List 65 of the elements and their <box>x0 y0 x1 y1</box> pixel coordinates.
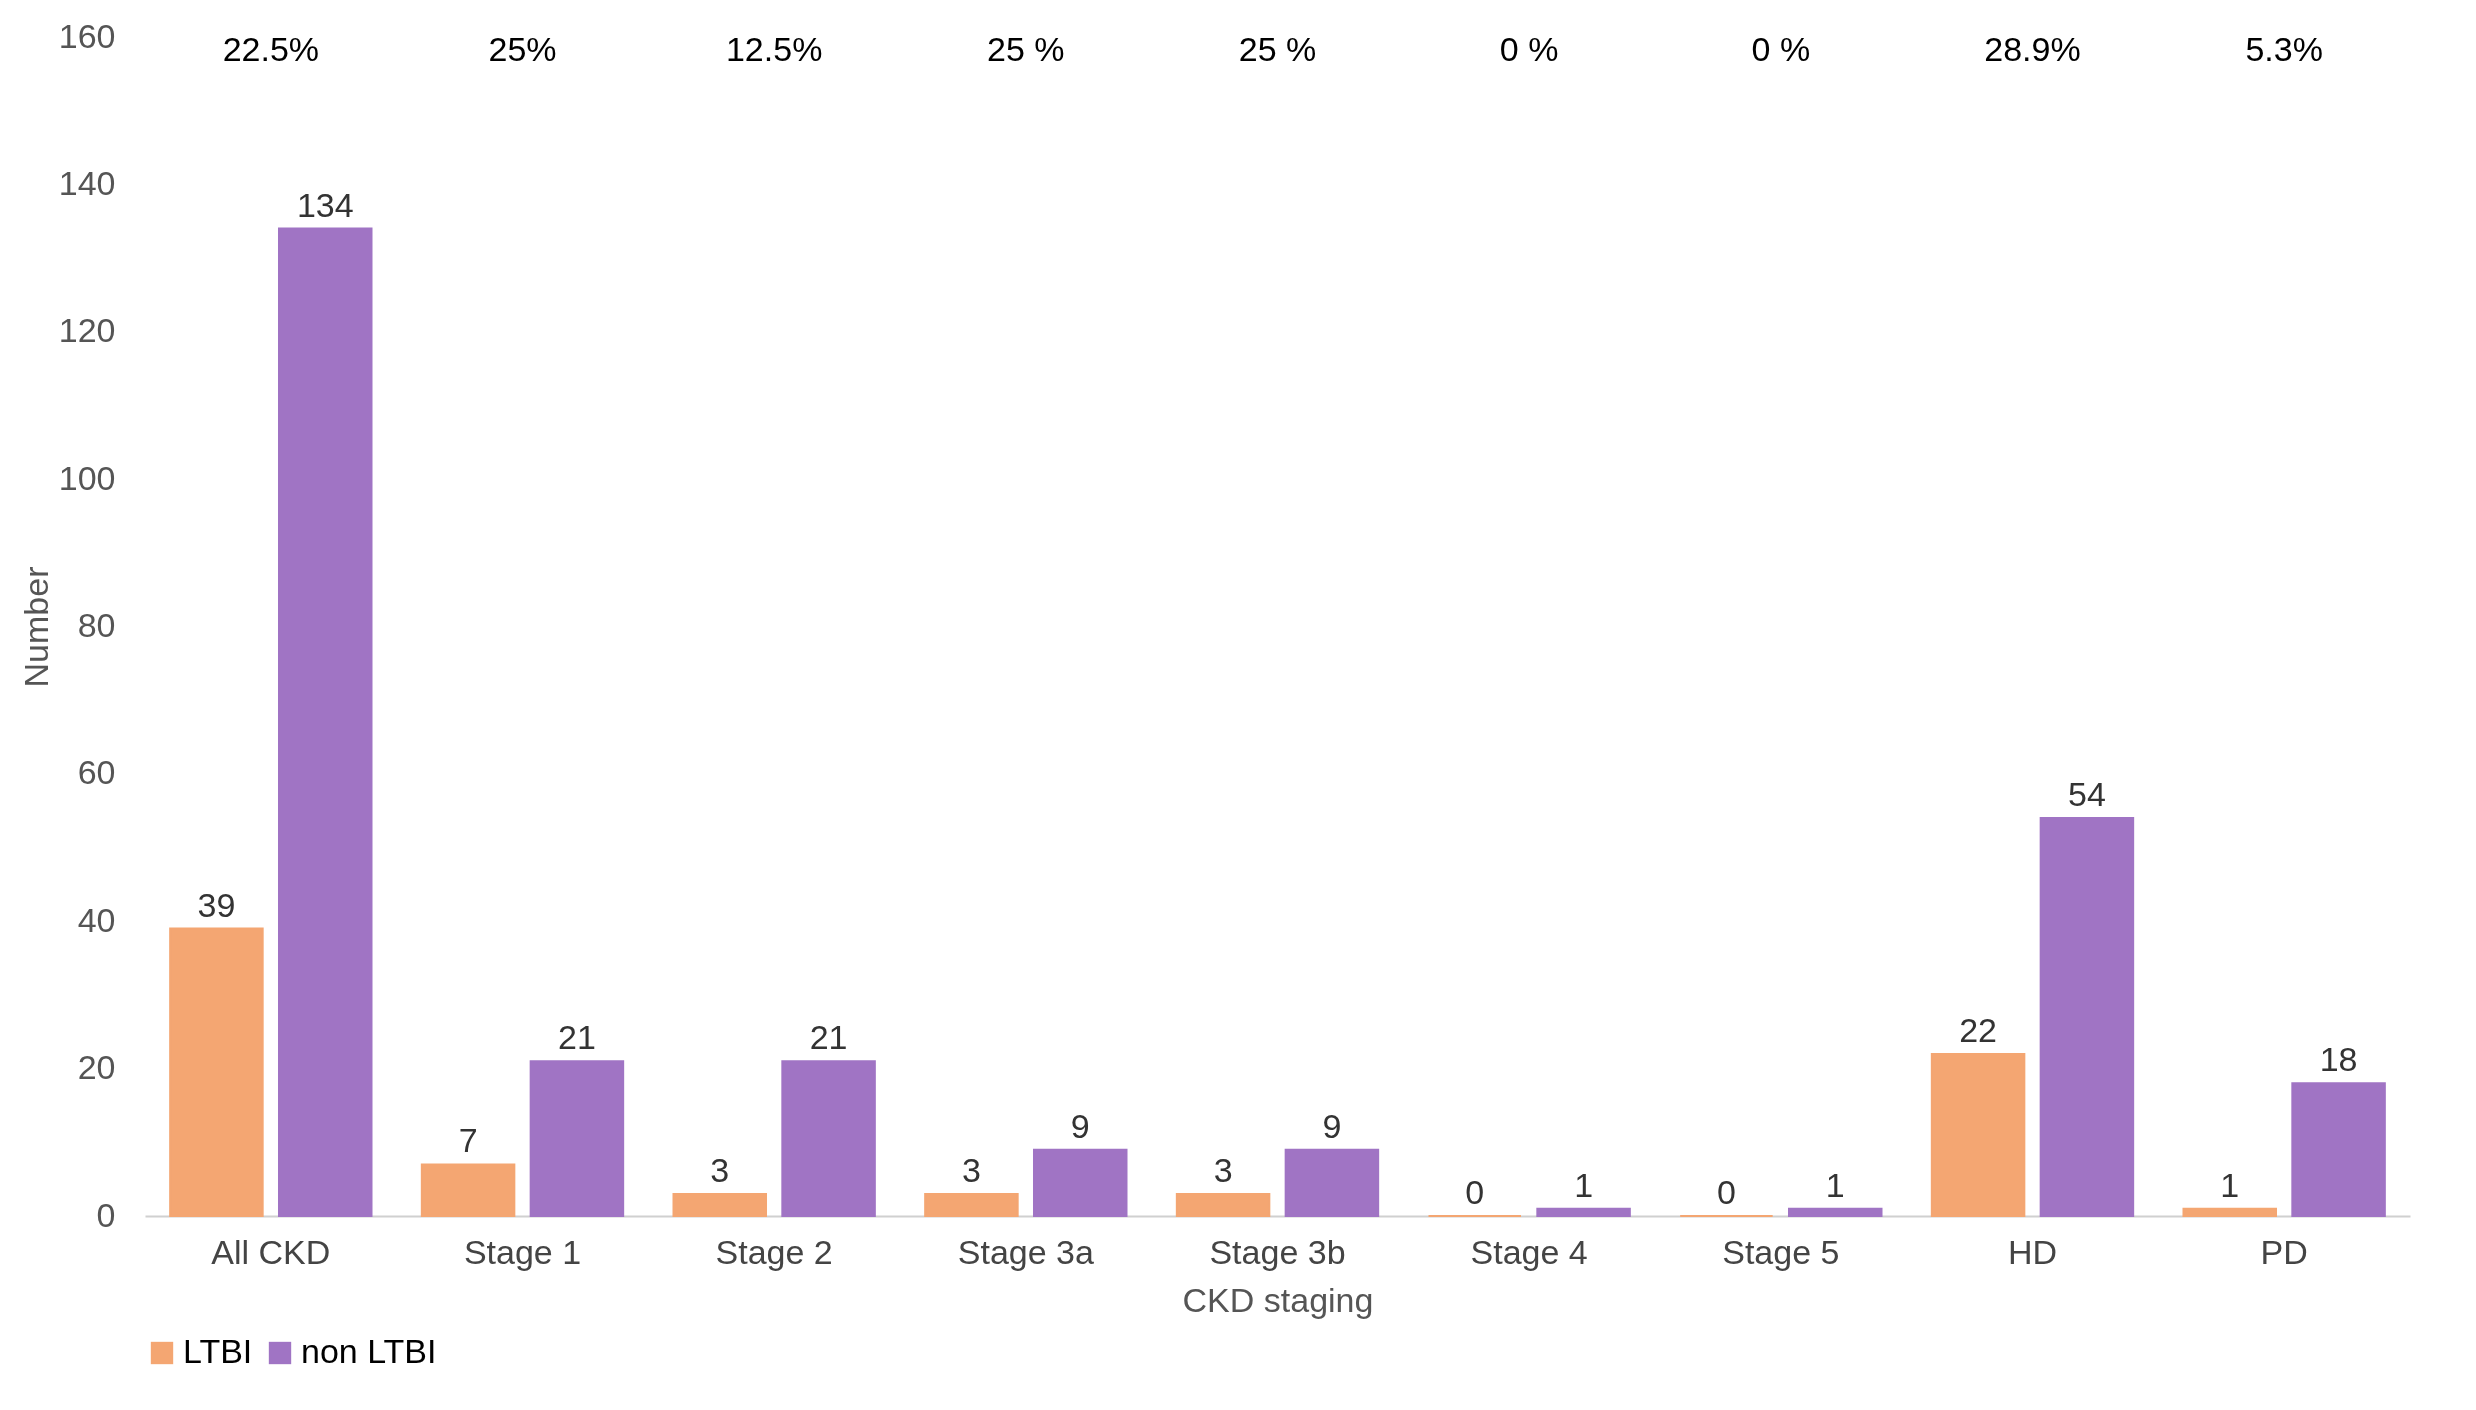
data-label: 3 <box>1213 1150 1233 1189</box>
bar <box>781 1060 876 1217</box>
data-label: 134 <box>296 185 354 224</box>
bar <box>924 1192 1019 1217</box>
data-label: 3 <box>710 1150 730 1189</box>
bar <box>169 927 264 1217</box>
annotation: 12.5% <box>725 30 823 68</box>
annotation: 22.5% <box>222 30 320 68</box>
x-tick-label: Stage 1 <box>463 1232 582 1271</box>
y-tick-label: 20 <box>77 1048 116 1087</box>
data-label: 18 <box>2319 1040 2358 1079</box>
x-tick-label: Stage 2 <box>715 1232 833 1271</box>
annotation: 25 % <box>987 30 1065 68</box>
annotation: 28.9% <box>1984 30 2081 68</box>
annotation: 25% <box>488 30 557 68</box>
annotation: 25 % <box>1238 30 1317 68</box>
data-label: 3 <box>961 1150 981 1189</box>
bar <box>2182 1207 2277 1217</box>
bar <box>1788 1207 1883 1217</box>
annotation: 5.3% <box>2245 30 2323 68</box>
x-tick-label: All CKD <box>211 1232 331 1271</box>
x-tick-label: PD <box>2260 1232 2308 1271</box>
data-label: 54 <box>2068 775 2106 814</box>
data-label: 22 <box>1959 1010 1997 1049</box>
y-tick-label: 0 <box>96 1195 116 1234</box>
bar <box>1536 1207 1631 1217</box>
data-label: 21 <box>558 1018 596 1057</box>
y-tick-label: 140 <box>58 163 116 202</box>
y-tick-label: 120 <box>58 311 116 350</box>
data-label: 0 <box>1465 1173 1485 1211</box>
x-tick-label: Stage 5 <box>1722 1232 1840 1271</box>
data-label: 39 <box>197 885 236 924</box>
data-label: 7 <box>458 1121 478 1160</box>
legend-label: LTBI <box>183 1332 253 1370</box>
bar <box>529 1060 625 1217</box>
x-tick-label: Stage 4 <box>1470 1232 1588 1271</box>
y-tick-label: 160 <box>58 16 116 55</box>
legend-label: non LTBI <box>301 1332 437 1370</box>
data-label: 21 <box>809 1018 848 1057</box>
bar <box>420 1163 516 1217</box>
annotation: 0 % <box>1751 30 1811 68</box>
data-label: 9 <box>1070 1106 1090 1145</box>
bar <box>278 227 373 1217</box>
bar <box>2039 817 2135 1217</box>
bar <box>672 1192 767 1217</box>
bar <box>1284 1148 1380 1217</box>
y-tick-label: 40 <box>77 900 116 939</box>
x-tick-label: Stage 3a <box>957 1232 1094 1271</box>
data-label: 1 <box>1825 1165 1845 1204</box>
x-tick-label: HD <box>2007 1232 2058 1271</box>
data-label: 1 <box>2220 1165 2240 1204</box>
data-label: 1 <box>1574 1165 1594 1204</box>
y-tick-label: 60 <box>77 753 116 792</box>
bar <box>1930 1052 2026 1217</box>
annotation: 0 % <box>1499 30 1559 68</box>
bar <box>1033 1148 1128 1217</box>
data-label: 0 <box>1716 1173 1736 1211</box>
y-axis-title: Number <box>16 566 55 688</box>
bar <box>2291 1082 2386 1217</box>
y-tick-label: 80 <box>77 606 116 644</box>
x-axis-title: CKD staging <box>1182 1280 1374 1319</box>
y-tick-label: 100 <box>58 458 116 497</box>
x-tick-label: Stage 3b <box>1209 1232 1346 1271</box>
bar <box>1175 1192 1271 1217</box>
data-label: 9 <box>1322 1106 1342 1145</box>
